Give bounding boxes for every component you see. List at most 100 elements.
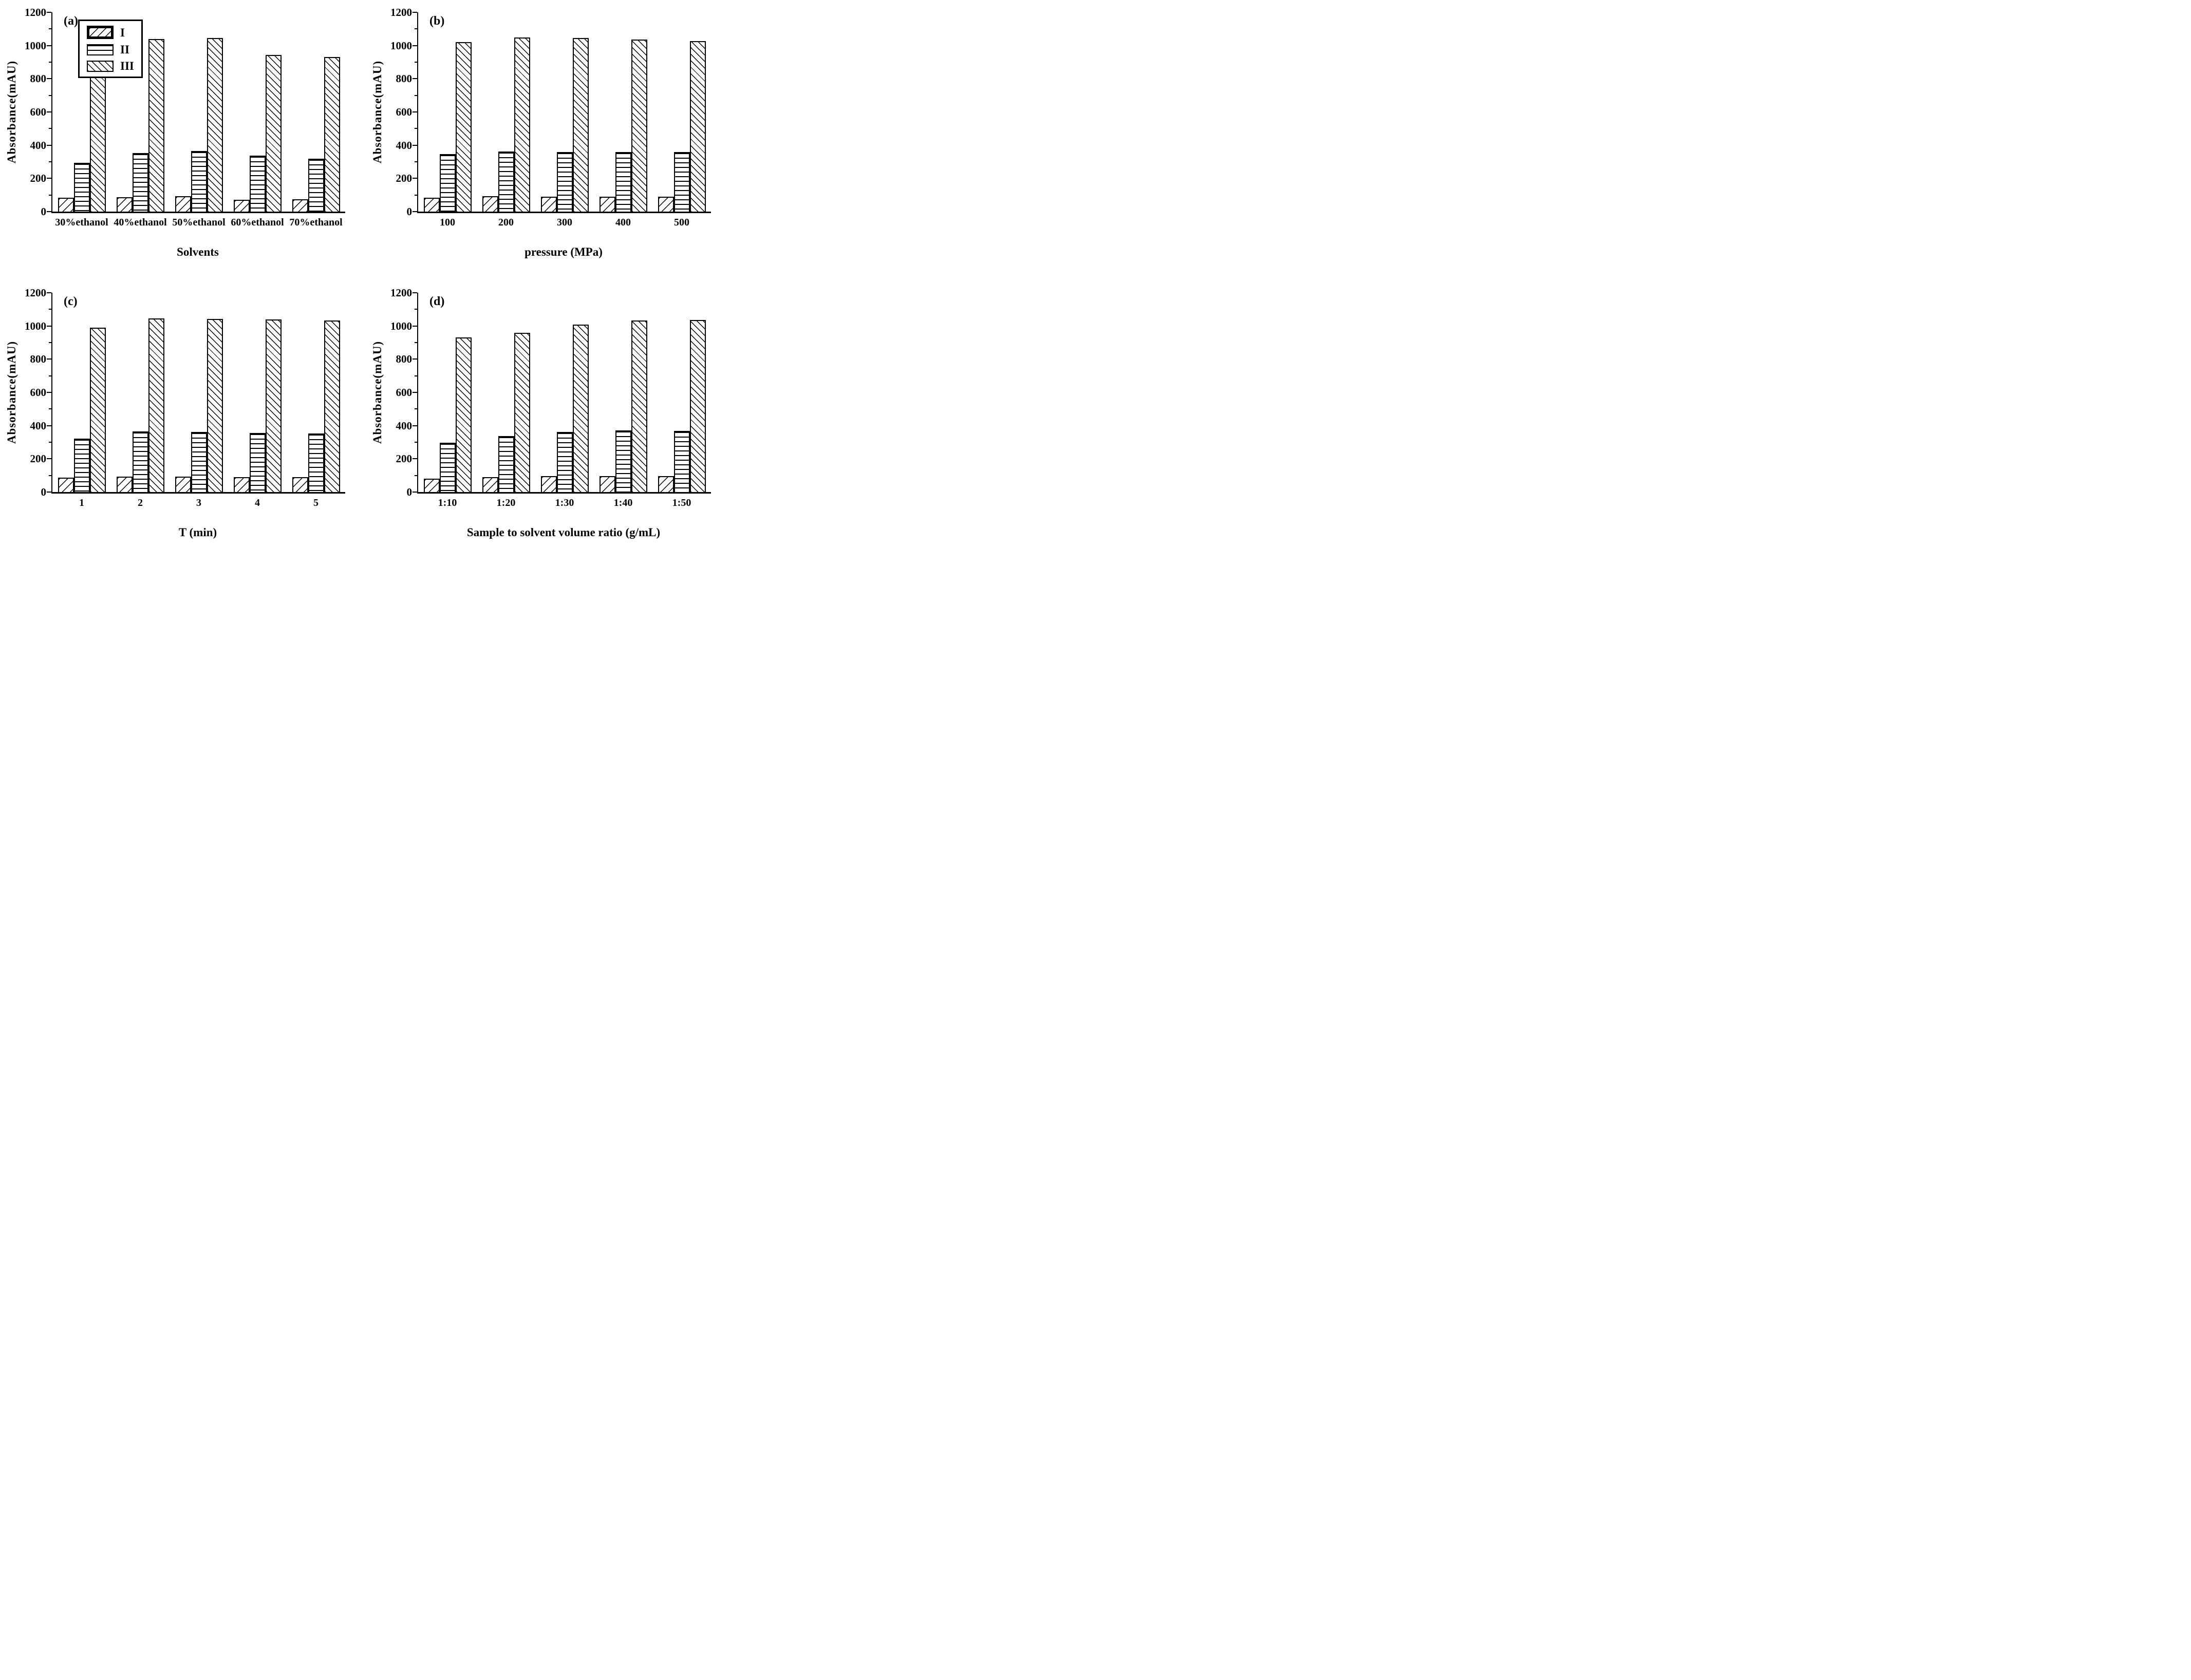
x-axis-title-c: T (min): [178, 526, 217, 539]
y-tick-label: 1000: [25, 319, 46, 332]
y-minor-tick: [49, 95, 51, 96]
y-major-tick: [47, 358, 51, 360]
x-tick-label: 5: [313, 497, 319, 508]
y-tick-label: 400: [396, 419, 413, 432]
bar-series-i-1:40: [599, 476, 615, 492]
x-tick-label: 3: [196, 497, 201, 508]
y-major-tick: [413, 358, 417, 360]
y-minor-tick: [49, 161, 51, 162]
y-major-tick: [413, 12, 417, 13]
bar-series-i-2: [116, 476, 133, 492]
bar-series-ii-300: [556, 152, 573, 212]
bar-series-i-200: [482, 196, 498, 212]
y-major-tick: [413, 144, 417, 146]
y-major-tick: [47, 325, 51, 327]
bar-series-ii-500: [673, 152, 690, 212]
y-tick-label: 1200: [390, 6, 412, 18]
bar-series-iii-5: [324, 320, 340, 492]
y-major-tick: [413, 178, 417, 179]
y-tick-label: 400: [30, 139, 47, 152]
bar-group-400: [594, 40, 652, 212]
panel-letter-c: (c): [64, 295, 78, 308]
bar-series-i-1:20: [482, 477, 498, 492]
y-tick-label: 0: [406, 205, 413, 218]
bar-series-ii-400: [615, 152, 631, 212]
bar-group-1:30: [535, 324, 594, 492]
panel-letter-b: (b): [429, 14, 445, 28]
y-minor-tick: [49, 408, 51, 410]
bar-series-i-100: [423, 197, 440, 212]
bar-series-iii-500: [689, 41, 706, 212]
y-minor-tick: [49, 342, 51, 343]
bar-series-iii-1:50: [689, 320, 706, 492]
panel-c: Absorbance(mAU) (c) 0 200 400 600 800 1000 120…: [0, 280, 366, 561]
bar-series-ii-2: [132, 431, 148, 492]
bar-series-iii-4: [265, 319, 282, 492]
y-tick-label: 0: [41, 486, 47, 498]
x-tick-label: 1:20: [496, 497, 516, 508]
y-minor-tick: [49, 375, 51, 376]
y-tick-label: 0: [41, 205, 47, 218]
bar-series-i-70%ethanol: [292, 199, 308, 212]
y-tick-label: 400: [396, 139, 413, 152]
y-major-tick: [413, 392, 417, 393]
bar-group-300: [535, 38, 594, 212]
plot-area-a: (a) I II III 0 200 400 600 800 1000 1200 30%eth…: [25, 6, 345, 228]
bar-series-iii-400: [631, 40, 647, 212]
x-tick-label: 40%ethanol: [114, 217, 167, 228]
y-minor-tick: [49, 62, 51, 63]
x-tick-label: 1:40: [613, 497, 633, 508]
bar-group-1:10: [418, 337, 477, 492]
bar-groups: [52, 293, 345, 492]
plot-area-c: (c) 0 200 400 600 800 1000 1200 1 2 3 4 5: [25, 287, 345, 508]
y-tick-label: 200: [396, 172, 413, 185]
legend-swatch-series-i: [87, 26, 114, 39]
y-tick-label: 1000: [390, 319, 412, 332]
bar-series-iii-1:40: [631, 320, 647, 492]
bar-series-i-5: [292, 477, 308, 492]
legend-swatch-series-iii: [87, 60, 114, 72]
y-minor-tick: [415, 128, 417, 129]
y-major-tick: [47, 111, 51, 112]
y-minor-tick: [415, 342, 417, 343]
x-tick-label: 400: [615, 217, 631, 228]
bar-series-ii-5: [308, 433, 324, 492]
x-tick-label: 50%ethanol: [172, 217, 226, 228]
x-tick-label: 100: [440, 217, 455, 228]
y-tick-label: 1200: [25, 287, 46, 299]
y-major-tick: [413, 211, 417, 212]
y-minor-tick: [415, 194, 417, 196]
y-major-tick: [413, 111, 417, 112]
y-major-tick: [413, 325, 417, 327]
x-tick-label: 70%ethanol: [289, 217, 343, 228]
y-minor-tick: [415, 408, 417, 410]
y-tick-label: 400: [30, 419, 47, 432]
y-major-tick: [47, 458, 51, 460]
panel-d: Absorbance(mAU) (d) 0 200 400 600 800 1000 120…: [366, 280, 732, 561]
bar-series-ii-3: [191, 431, 207, 492]
y-major-tick: [413, 78, 417, 80]
x-tick-label: 1:50: [672, 497, 691, 508]
bar-series-ii-1:20: [498, 436, 514, 492]
bar-series-i-4: [233, 477, 250, 492]
panel-b: Absorbance(mAU) (b) 0 200 400 600 800 1000 120…: [366, 0, 732, 280]
bar-group-1:20: [477, 332, 535, 492]
bar-series-ii-100: [439, 154, 456, 212]
bar-group-2: [111, 318, 170, 492]
y-minor-tick: [49, 475, 51, 476]
bar-series-iii-70%ethanol: [324, 56, 340, 212]
legend-item-3: III: [87, 60, 134, 72]
bar-series-iii-1:10: [455, 337, 472, 492]
bar-series-i-3: [175, 477, 191, 492]
x-axis-title-d: Sample to solvent volume ratio (g/mL): [466, 526, 661, 539]
y-major-tick: [413, 492, 417, 493]
bar-group-100: [418, 42, 477, 212]
x-tick-label: 1:10: [438, 497, 457, 508]
legend: I II III: [78, 20, 143, 78]
bar-series-iii-1:20: [514, 332, 530, 492]
y-tick-label: 1200: [390, 287, 412, 299]
bar-series-i-1:10: [423, 479, 440, 492]
x-axis-title-b: pressure (MPa): [525, 246, 603, 258]
x-axis-title-a: Solvents: [177, 246, 219, 258]
y-major-tick: [47, 144, 51, 146]
